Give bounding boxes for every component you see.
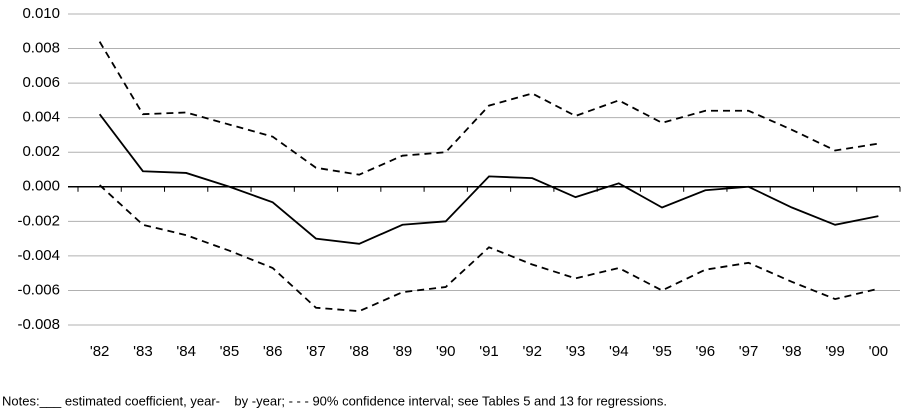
- estimate-line: [98, 113, 879, 245]
- y-tick-label: -0.006: [17, 281, 60, 298]
- y-tick-label: 0.010: [22, 5, 60, 22]
- x-tick-label: '00: [869, 343, 889, 360]
- x-tick-label: '88: [349, 343, 369, 360]
- x-tick-label: '92: [522, 343, 542, 360]
- y-tick-label: 0.004: [22, 109, 60, 126]
- y-tick-label: 0.000: [22, 178, 60, 195]
- y-tick-label: 0.008: [22, 40, 60, 57]
- x-tick-label: '90: [436, 343, 456, 360]
- x-tick-label: '89: [393, 343, 413, 360]
- y-tick-label: -0.008: [17, 316, 60, 333]
- x-tick-label: '96: [696, 343, 716, 360]
- x-tick-label: '99: [825, 343, 845, 360]
- y-tick-label: -0.004: [17, 247, 60, 264]
- ci-line: [99, 184, 879, 313]
- x-tick-label: '87: [306, 343, 326, 360]
- x-tick-label: '94: [609, 343, 629, 360]
- x-tick-label: '84: [176, 343, 196, 360]
- x-tick-label: '93: [566, 343, 586, 360]
- x-tick-label: '91: [479, 343, 499, 360]
- x-tick-label: '97: [739, 343, 759, 360]
- ci-line: [98, 41, 879, 176]
- x-tick-label: '85: [220, 343, 240, 360]
- y-tick-label: 0.006: [22, 74, 60, 91]
- x-tick-label: '95: [652, 343, 672, 360]
- x-tick-label: '86: [263, 343, 283, 360]
- y-tick-label: -0.002: [17, 212, 60, 229]
- notes: Notes:___ estimated coefficient, year- b…: [2, 393, 667, 408]
- x-tick-label: '83: [133, 343, 153, 360]
- y-tick-label: 0.002: [22, 143, 60, 160]
- x-tick-label: '98: [782, 343, 802, 360]
- x-tick-label: '82: [90, 343, 110, 360]
